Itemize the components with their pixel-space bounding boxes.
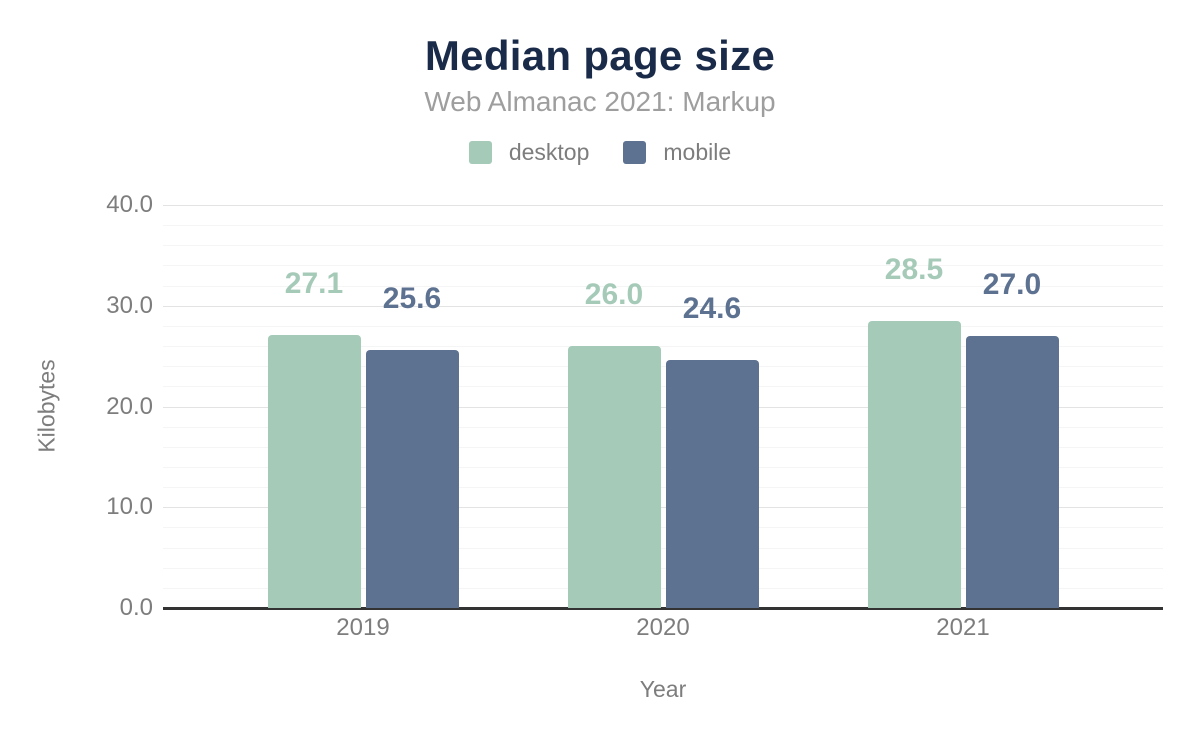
y-tick-label: 30.0: [106, 291, 153, 319]
gridline-major: [163, 406, 1163, 408]
chart-subtitle: Web Almanac 2021: Markup: [424, 86, 776, 117]
bar-label-mobile-2021: 27.0: [982, 268, 1042, 301]
gridline-minor: [163, 265, 1163, 267]
gridline-minor: [163, 527, 1163, 529]
legend-item-desktop: desktop: [468, 139, 590, 166]
bar-wrap-mobile-2021: 27.0: [965, 268, 1059, 608]
bar-wrap-desktop-2019: 27.1: [267, 267, 361, 608]
bar-group-2020: 26.0 24.6: [567, 278, 759, 608]
gridline-minor: [163, 245, 1163, 247]
plot-area: 27.1 25.6 26.0 24.6 28.5 27.0: [163, 205, 1163, 610]
bar-wrap-mobile-2020: 24.6: [665, 292, 759, 608]
bar-wrap-mobile-2019: 25.6: [365, 282, 459, 608]
gridline-minor: [163, 587, 1163, 589]
gridline-minor: [163, 466, 1163, 468]
bar-wrap-desktop-2021: 28.5: [867, 253, 961, 608]
legend-label: desktop: [508, 139, 590, 165]
gridline-major: [163, 507, 1163, 509]
gridline-minor: [163, 325, 1163, 327]
gridline-minor: [163, 426, 1163, 428]
legend-swatch-mobile: [623, 141, 647, 164]
chart-title: Median page size: [424, 32, 776, 79]
gridline-minor: [163, 346, 1163, 348]
y-tick-label: 10.0: [106, 493, 153, 521]
bar-desktop-2020: [567, 346, 661, 608]
bar-label-mobile-2019: 25.6: [382, 282, 442, 315]
bar-label-desktop-2020: 26.0: [584, 278, 644, 311]
x-tick-label-2021: 2021: [936, 614, 990, 641]
bar-label-mobile-2020: 24.6: [682, 292, 742, 325]
legend-item-mobile: mobile: [623, 139, 731, 166]
bar-group-2021: 28.5 27.0: [867, 253, 1059, 608]
bar-label-desktop-2019: 27.1: [284, 267, 344, 300]
bar-label-desktop-2021: 28.5: [884, 253, 944, 286]
legend-swatch-desktop: [468, 141, 492, 164]
bar-desktop-2019: [267, 335, 361, 608]
legend: desktop mobile: [0, 139, 1200, 166]
bar-mobile-2019: [365, 350, 459, 608]
x-tick-label-2020: 2020: [636, 614, 690, 641]
gridline-minor: [163, 567, 1163, 569]
bar-wrap-desktop-2020: 26.0: [567, 278, 661, 608]
y-tick-label: 0.0: [119, 594, 153, 621]
gridline-minor: [163, 446, 1163, 448]
gridline-minor: [163, 366, 1163, 368]
gridline-minor: [163, 487, 1163, 489]
x-axis-title: Year: [639, 676, 687, 702]
gridline-minor: [163, 386, 1163, 388]
bar-desktop-2021: [867, 321, 961, 608]
bar-mobile-2021: [965, 336, 1059, 608]
x-tick-label-2019: 2019: [336, 614, 390, 641]
y-tick-label: 40.0: [106, 191, 153, 218]
bar-group-2019: 27.1 25.6: [267, 267, 459, 608]
legend-label: mobile: [663, 139, 732, 165]
gridline-major: [163, 305, 1163, 307]
x-axis-line: [163, 607, 1163, 610]
gridline-minor: [163, 285, 1163, 287]
gridline-major: [163, 205, 1163, 206]
gridline-minor: [163, 547, 1163, 549]
bar-mobile-2020: [665, 360, 759, 608]
y-tick-label: 20.0: [106, 392, 153, 420]
gridline-minor: [163, 225, 1163, 227]
